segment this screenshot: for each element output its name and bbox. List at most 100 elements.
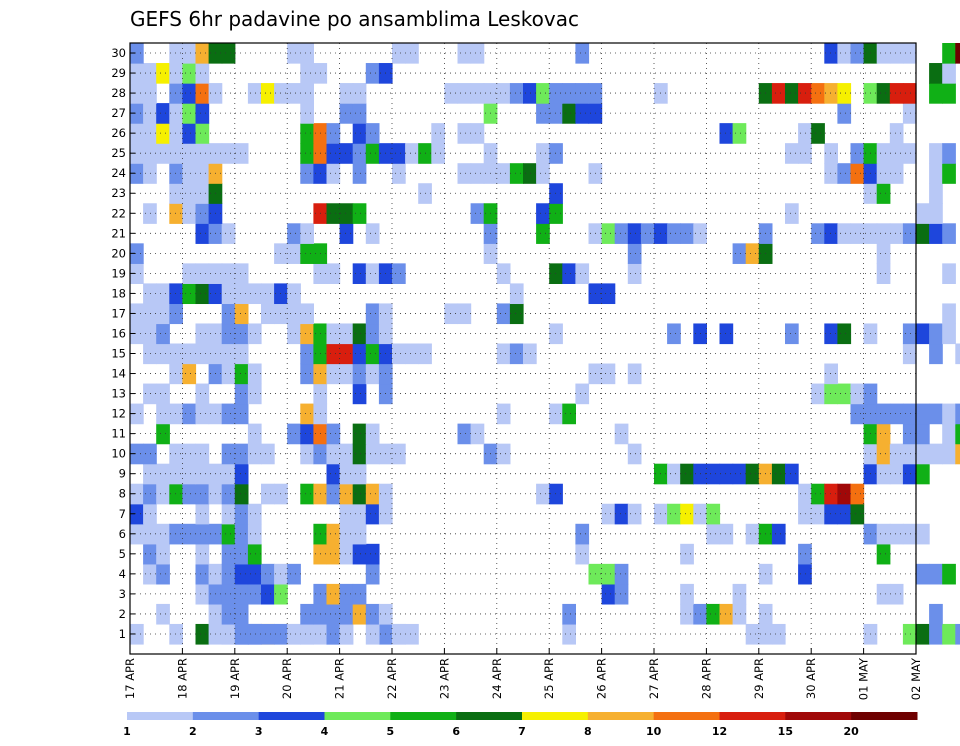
heatmap-cell	[365, 63, 380, 84]
heatmap-cell	[824, 483, 838, 505]
heatmap-cell	[575, 43, 590, 64]
heatmap-cell	[156, 383, 170, 405]
heatmap-cell	[876, 163, 891, 184]
heatmap-cell	[195, 443, 210, 465]
heatmap-cell	[143, 303, 157, 325]
legend-tick-label: 15	[778, 725, 793, 738]
heatmap-cell	[156, 283, 170, 305]
heatmap-cell	[562, 403, 576, 425]
heatmap-cell	[143, 143, 157, 164]
plot-frame	[129, 42, 917, 655]
heatmap-cell	[876, 423, 891, 445]
heatmap-cell	[130, 163, 144, 184]
y-tick-label: 24	[111, 166, 126, 180]
heatmap-cell	[300, 603, 314, 625]
heatmap-cell	[811, 223, 825, 244]
heatmap-cell	[889, 463, 904, 485]
heatmap-cell	[902, 83, 917, 104]
legend-tick-label: 5	[387, 725, 395, 738]
heatmap-cell	[234, 363, 249, 385]
heatmap-cell	[798, 483, 812, 505]
heatmap-cell	[680, 223, 694, 244]
heatmap-cell	[169, 303, 183, 325]
heatmap-cell	[352, 343, 367, 365]
heatmap-cell	[850, 503, 865, 525]
y-tick-label: 3	[119, 587, 126, 601]
heatmap-cell	[300, 103, 314, 124]
heatmap-cell	[889, 403, 904, 425]
heatmap-cell	[234, 343, 249, 365]
heatmap-cell	[221, 323, 236, 345]
x-tick-label: 18 APR	[175, 658, 189, 699]
heatmap-cell	[300, 83, 314, 104]
heatmap-cell	[300, 403, 314, 425]
heatmap-cell	[916, 563, 930, 585]
heatmap-cell	[876, 543, 891, 565]
heatmap-cell	[929, 323, 943, 345]
heatmap-cell	[261, 563, 275, 585]
heatmap-cell	[169, 143, 183, 164]
heatmap-cell	[902, 463, 917, 485]
heatmap-cell	[352, 503, 367, 525]
heatmap-cell	[143, 123, 157, 144]
heatmap-cell	[247, 443, 262, 465]
heatmap-cell	[667, 503, 681, 525]
y-tick-label: 6	[119, 527, 126, 541]
heatmap-cell	[352, 583, 367, 605]
x-tick-label: 29 APR	[752, 658, 766, 699]
heatmap-cell	[221, 603, 236, 625]
legend-tick-label: 6	[452, 725, 460, 738]
heatmap-cell	[536, 103, 550, 124]
heatmap-cell	[837, 383, 852, 405]
y-tick-label: 17	[111, 306, 126, 320]
heatmap-cell	[365, 263, 380, 284]
y-tick-label: 16	[111, 326, 126, 340]
heatmap-cell	[549, 483, 563, 505]
heatmap-cell	[339, 443, 354, 465]
y-tick-label: 27	[111, 106, 126, 120]
heatmap-cell	[169, 63, 183, 84]
heatmap-cell	[247, 423, 262, 445]
heatmap-cell	[339, 323, 354, 345]
heatmap-cell	[234, 603, 249, 625]
heatmap-cell	[876, 243, 891, 264]
x-tick-label: 22 APR	[385, 658, 399, 699]
heatmap-cell	[942, 63, 956, 84]
heatmap-cell	[182, 403, 197, 425]
heatmap-cell	[876, 223, 891, 244]
heatmap-cell	[182, 143, 197, 164]
heatmap-cell	[457, 43, 472, 64]
heatmap-cell	[326, 343, 341, 365]
heatmap-cell	[601, 583, 616, 605]
heatmap-cell	[365, 543, 380, 565]
heatmap-cell	[614, 563, 629, 585]
heatmap-cell	[916, 623, 930, 645]
heatmap-cell	[221, 503, 236, 525]
heatmap-cell	[156, 343, 170, 365]
heatmap-cell	[300, 123, 314, 144]
heatmap-cell	[221, 543, 236, 565]
heatmap-cell	[352, 423, 367, 445]
legend-tick-label: 10	[646, 725, 662, 738]
heatmap-cell	[326, 263, 341, 284]
x-tick-label: 27 APR	[647, 658, 661, 699]
heatmap-cell	[143, 283, 157, 305]
heatmap-cell	[811, 83, 825, 104]
heatmap-cell	[326, 143, 341, 164]
heatmap-cell	[640, 223, 655, 244]
heatmap-cell	[942, 323, 956, 345]
heatmap-cell	[247, 523, 262, 545]
heatmap-cell	[444, 83, 459, 104]
heatmap-cell	[352, 263, 367, 284]
x-tick-label: 26 APR	[595, 658, 609, 699]
color-legend: 1 2 3 4 5 6 7 8 10 12 15 20	[123, 712, 918, 738]
heatmap-cell	[719, 523, 734, 545]
heatmap-cell	[287, 283, 301, 305]
heatmap-cell	[130, 43, 144, 64]
heatmap-cell	[719, 123, 734, 144]
heatmap-cell	[221, 523, 236, 545]
heatmap-cell	[575, 383, 590, 405]
heatmap-cell	[182, 183, 197, 204]
heatmap-cell	[929, 403, 943, 425]
